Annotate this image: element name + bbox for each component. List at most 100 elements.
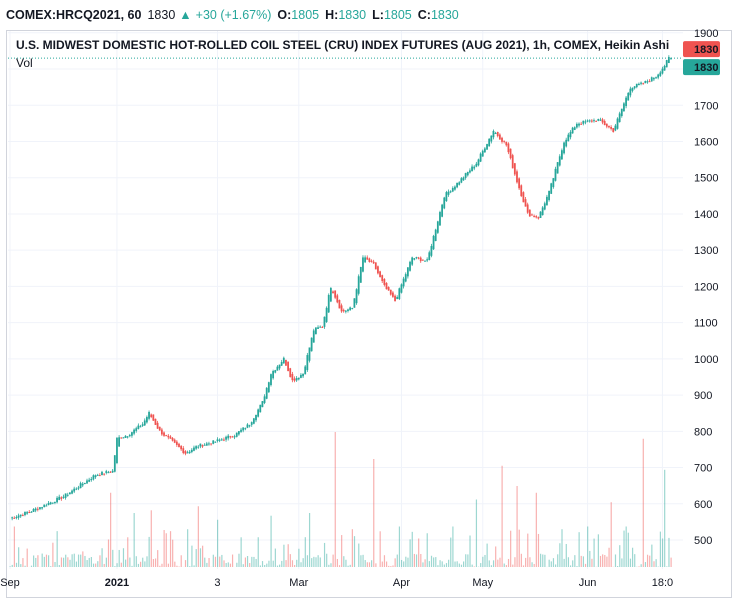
- candle: [513, 163, 516, 175]
- volume-bar: [242, 564, 244, 567]
- y-tick-label: 1000: [694, 354, 718, 366]
- low-label: L:: [372, 8, 384, 22]
- candle: [293, 378, 296, 381]
- last-price: 1830: [147, 8, 176, 22]
- candle: [588, 120, 591, 122]
- candle: [229, 436, 232, 438]
- candle: [389, 289, 392, 295]
- volume-bar: [223, 560, 225, 567]
- y-tick-label: 1100: [694, 318, 718, 330]
- candle: [220, 439, 223, 441]
- volume-bar: [249, 563, 251, 567]
- candle: [41, 507, 43, 509]
- volume-bar: [625, 526, 627, 567]
- volume-bar: [343, 556, 345, 567]
- candle: [116, 437, 118, 464]
- candle: [280, 362, 283, 366]
- volume-bar: [272, 560, 274, 567]
- price-tag-bid: [683, 41, 720, 58]
- volume-bar: [311, 558, 313, 567]
- candle: [24, 511, 26, 516]
- volume-bar: [507, 558, 510, 567]
- volume-bar: [219, 556, 221, 567]
- candle: [81, 483, 84, 486]
- volume-bar: [268, 560, 270, 567]
- volume-bar: [231, 554, 234, 567]
- x-tick-label: 3: [214, 577, 220, 589]
- candle: [186, 452, 189, 454]
- candle: [531, 214, 533, 216]
- candle: [285, 359, 287, 366]
- volume-bar: [202, 545, 204, 567]
- x-tick-label: Mar: [289, 577, 308, 589]
- volume-bar: [565, 543, 567, 567]
- candle: [105, 471, 108, 473]
- candle: [644, 81, 647, 84]
- volume-bar: [146, 556, 148, 567]
- volume-bar: [388, 565, 390, 567]
- volume-bar: [176, 565, 178, 567]
- candle: [498, 134, 501, 140]
- candle: [261, 401, 264, 408]
- volume-bar: [666, 566, 668, 567]
- volume-bar: [345, 559, 347, 567]
- volume-bar: [334, 432, 336, 567]
- volume-bar: [608, 547, 610, 567]
- candle: [88, 479, 91, 482]
- candle: [451, 187, 454, 192]
- chart-title: U.S. MIDWEST DOMESTIC HOT-ROLLED COIL ST…: [16, 38, 670, 52]
- volume-bar: [26, 548, 28, 567]
- candle: [36, 508, 39, 510]
- volume-bar: [554, 564, 557, 567]
- volume-bar: [433, 557, 435, 567]
- volume-bar: [542, 554, 544, 567]
- candle: [554, 168, 557, 181]
- candle: [323, 316, 326, 327]
- candle: [616, 118, 619, 129]
- candle: [595, 120, 598, 122]
- candle: [436, 221, 439, 233]
- candle: [26, 512, 29, 514]
- volume-bar: [418, 538, 420, 567]
- y-tick-label: 1400: [694, 209, 718, 221]
- volume-bar: [253, 556, 255, 567]
- candle: [263, 396, 266, 403]
- volume-bar: [261, 561, 264, 567]
- volume-bar: [531, 562, 533, 567]
- candle: [603, 121, 606, 126]
- volume-bar: [22, 558, 24, 567]
- volume-bar: [308, 513, 311, 567]
- candle: [349, 307, 352, 311]
- volume-bar: [360, 555, 362, 567]
- candle: [629, 88, 632, 96]
- volume-bar: [614, 554, 617, 567]
- volume-bar: [86, 560, 88, 567]
- volume-bar: [18, 547, 20, 567]
- candle: [631, 87, 634, 91]
- volume-bar: [285, 560, 287, 567]
- symbol-name[interactable]: COMEX:HRCQ2021, 60: [6, 8, 142, 22]
- candle: [610, 126, 613, 129]
- volume-bar: [118, 549, 120, 567]
- high-value: 1830: [338, 8, 367, 22]
- volume-bar: [276, 565, 279, 567]
- candle: [252, 418, 255, 424]
- volume-bar: [349, 564, 351, 567]
- candle: [454, 186, 456, 190]
- volume-bar: [646, 554, 649, 567]
- volume-bar: [430, 555, 433, 567]
- change-arrow-icon: ▲: [179, 8, 192, 22]
- volume-bar: [225, 563, 227, 567]
- candle: [608, 125, 610, 128]
- candle: [558, 156, 561, 166]
- volume-bar: [403, 561, 405, 567]
- candle: [334, 290, 337, 298]
- candle: [17, 515, 20, 518]
- volume-bar: [240, 537, 242, 567]
- candle: [340, 305, 343, 312]
- candle: [520, 185, 523, 197]
- volume-bar: [338, 565, 341, 567]
- candle: [511, 155, 514, 169]
- volume-bar: [15, 562, 18, 567]
